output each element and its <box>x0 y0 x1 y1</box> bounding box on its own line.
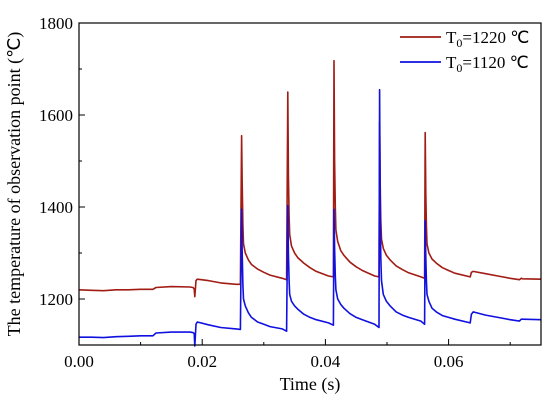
x-tick-label: 0.06 <box>434 352 464 371</box>
y-tick-label: 1600 <box>39 106 73 125</box>
y-tick-label: 1200 <box>39 290 73 309</box>
x-tick-label: 0.02 <box>187 352 217 371</box>
x-tick-label: 0.04 <box>311 352 341 371</box>
series-line-2 <box>79 88 542 347</box>
x-tick-label: 0.00 <box>64 352 94 371</box>
series-layer <box>78 59 542 347</box>
y-tick-label: 1800 <box>39 14 73 33</box>
legend: T0=1220 ℃ T0=1120 ℃ <box>400 28 529 75</box>
x-axis-title: Time (s) <box>280 374 341 395</box>
legend-label-1: T0=1220 ℃ <box>446 28 529 50</box>
x-ticks: 0.00 0.02 0.04 0.06 <box>64 339 511 371</box>
y-tick-label: 1400 <box>39 198 73 217</box>
y-axis-title: The temperature of observation point (℃) <box>4 32 25 337</box>
series-line-1 <box>78 59 542 298</box>
y-ticks: 1200 1400 1600 1800 <box>39 14 85 346</box>
plot-frame <box>78 22 542 346</box>
legend-label-2: T0=1120 ℃ <box>446 53 529 75</box>
